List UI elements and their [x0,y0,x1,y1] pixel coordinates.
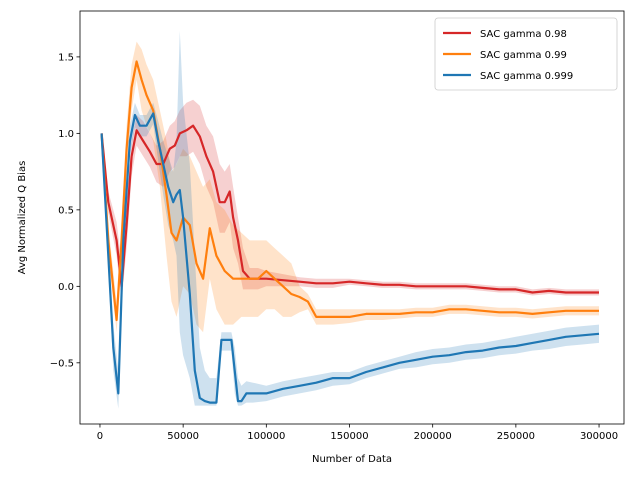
y-axis-label: Avg Normalized Q Bias [17,161,28,275]
series-line-1 [100,60,599,322]
legend-box [434,17,618,91]
y-tick-label: 1.0 [58,129,74,140]
y-axis-ticks: −0.5 0.0 0.5 1.0 1.5 [50,52,80,369]
series-lines [100,60,600,404]
x-tick-label: 50000 [167,431,199,442]
x-tick-label: 0 [97,431,103,442]
y-tick-label: 1.5 [58,52,74,63]
legend-label-1: SAC gamma 0.99 [480,50,567,61]
legend: SAC gamma 0.98 SAC gamma 0.99 SAC gamma 0.… [434,17,618,91]
legend-label-2: SAC gamma 0.999 [480,71,573,82]
x-axis-ticks: 0 50000 100000 150000 200000 250000 300000 [97,424,618,442]
x-tick-label: 300000 [580,431,618,442]
series-line-0 [100,124,599,294]
x-tick-label: 150000 [330,431,368,442]
y-tick-label: 0.0 [58,282,74,293]
x-axis-label: Number of Data [312,454,392,465]
y-tick-label: −0.5 [50,358,74,369]
x-tick-label: 200000 [414,431,452,442]
confidence-bands [101,30,599,409]
legend-label-0: SAC gamma 0.98 [480,29,567,40]
plot-frame [79,10,625,425]
series-line-2 [100,112,600,404]
x-tick-label: 250000 [497,431,535,442]
series-band-1 [101,41,599,333]
axes [79,10,625,425]
y-tick-label: 0.5 [58,205,74,216]
x-tick-label: 100000 [247,431,285,442]
